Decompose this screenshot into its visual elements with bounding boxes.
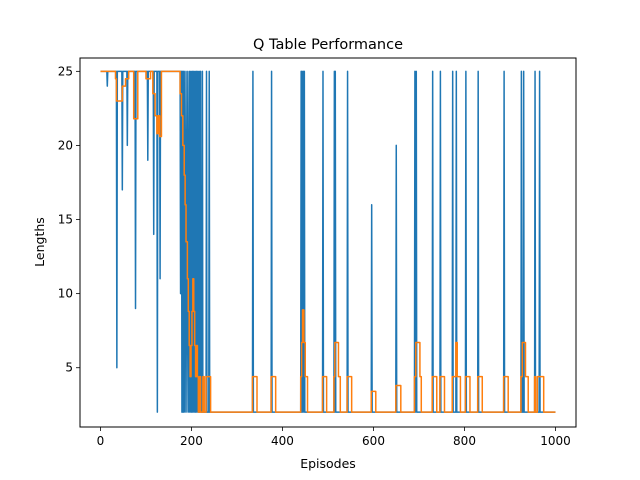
y-tick-label: 10 — [58, 287, 73, 301]
series-line-2 — [100, 70, 556, 413]
chart-title: Q Table Performance — [253, 37, 403, 53]
y-axis: 5 10 15 20 25 — [58, 64, 80, 375]
x-tick-label: 200 — [180, 434, 203, 448]
x-tick-label: 0 — [97, 434, 105, 448]
x-axis-label: Episodes — [300, 456, 356, 471]
x-tick-label: 800 — [453, 434, 476, 448]
y-tick-label: 20 — [58, 138, 73, 152]
y-tick-label: 5 — [65, 361, 73, 375]
y-axis-label: Lengths — [32, 217, 47, 267]
series-layer — [100, 70, 556, 413]
plot-frame — [79, 57, 577, 428]
x-tick-label: 400 — [271, 434, 294, 448]
y-tick-label: 25 — [58, 64, 73, 78]
y-tick-label: 15 — [58, 213, 73, 227]
x-tick-label: 600 — [362, 434, 385, 448]
x-axis: 0 200 400 600 800 1000 — [97, 427, 571, 448]
x-tick-label: 1000 — [540, 434, 571, 448]
